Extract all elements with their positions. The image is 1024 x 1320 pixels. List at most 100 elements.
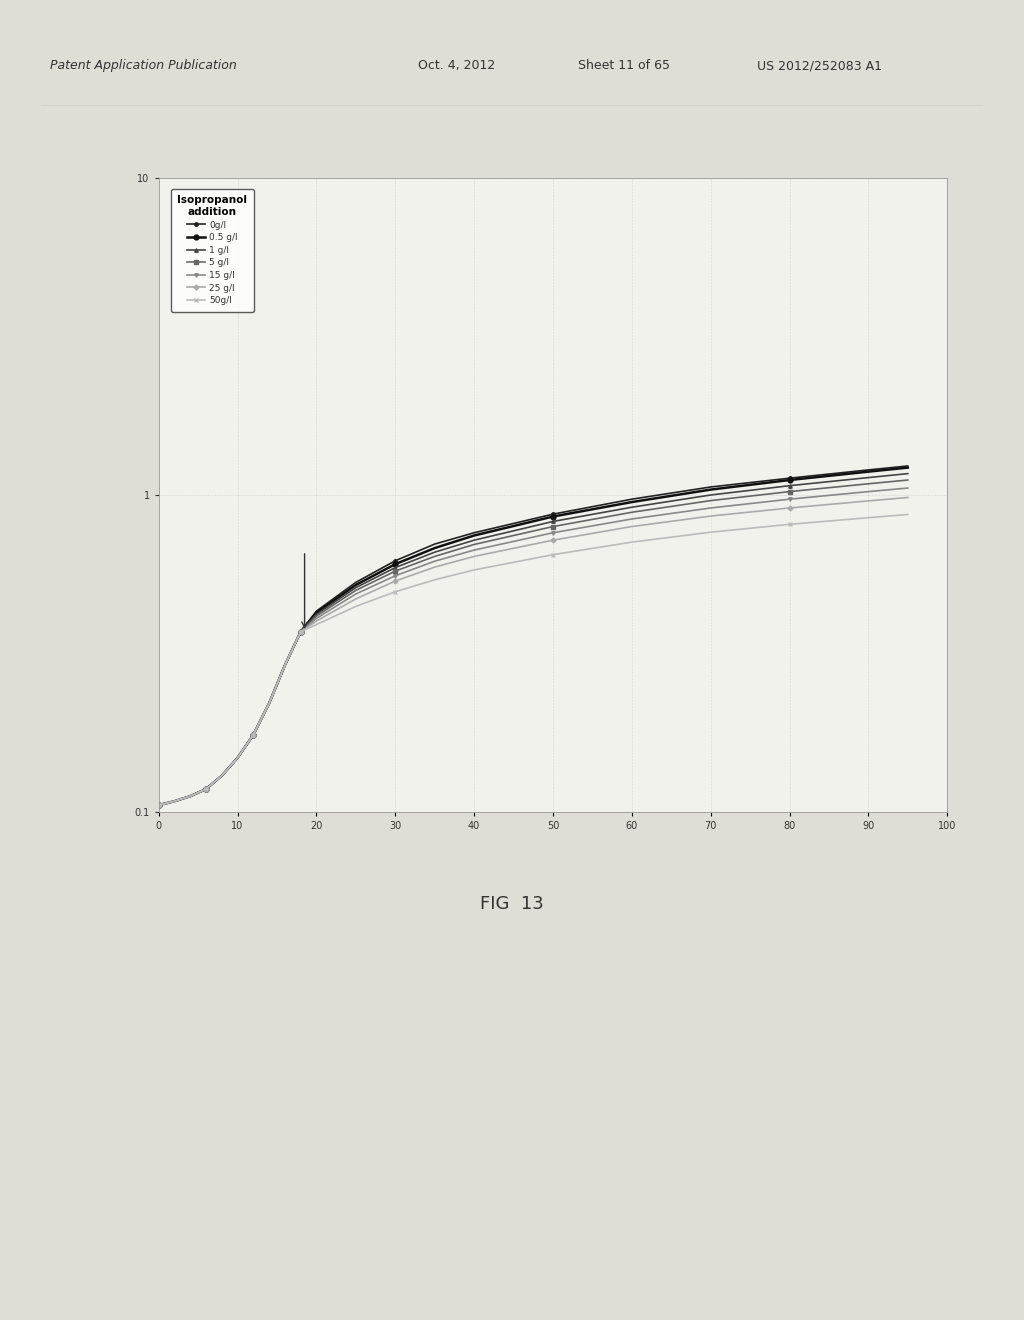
50g/l xyxy=(168,793,180,809)
5 g/l xyxy=(216,768,228,784)
25 g/l xyxy=(783,500,796,516)
Legend: 0g/l, 0.5 g/l, 1 g/l, 5 g/l, 15 g/l, 25 g/l, 50g/l: 0g/l, 0.5 g/l, 1 g/l, 5 g/l, 15 g/l, 25 … xyxy=(171,189,254,312)
15 g/l xyxy=(626,511,638,527)
50g/l xyxy=(862,510,874,525)
0.5 g/l xyxy=(200,781,212,797)
50g/l xyxy=(626,535,638,550)
0.5 g/l xyxy=(216,768,228,784)
15 g/l xyxy=(310,610,323,626)
1 g/l xyxy=(862,470,874,486)
1 g/l xyxy=(295,624,307,640)
0.5 g/l xyxy=(862,463,874,479)
50g/l xyxy=(350,598,362,614)
15 g/l xyxy=(705,500,717,516)
15 g/l xyxy=(862,483,874,499)
50g/l xyxy=(184,788,197,804)
50g/l xyxy=(247,727,259,743)
15 g/l xyxy=(295,624,307,640)
0.5 g/l xyxy=(705,482,717,498)
0.5 g/l xyxy=(295,624,307,640)
15 g/l xyxy=(902,480,914,496)
5 g/l xyxy=(231,750,244,766)
0g/l xyxy=(153,797,165,813)
25 g/l xyxy=(168,793,180,809)
Text: FIG  13: FIG 13 xyxy=(480,895,544,913)
0.5 g/l xyxy=(263,696,275,711)
5 g/l xyxy=(200,781,212,797)
5 g/l xyxy=(184,788,197,804)
Line: 1 g/l: 1 g/l xyxy=(157,471,909,807)
1 g/l xyxy=(263,696,275,711)
1 g/l xyxy=(389,560,401,576)
1 g/l xyxy=(279,657,291,673)
0g/l xyxy=(428,536,440,552)
5 g/l xyxy=(279,657,291,673)
Text: Oct. 4, 2012: Oct. 4, 2012 xyxy=(418,59,495,73)
25 g/l xyxy=(295,624,307,640)
0.5 g/l xyxy=(428,540,440,556)
50g/l xyxy=(279,657,291,673)
15 g/l xyxy=(153,797,165,813)
50g/l xyxy=(783,516,796,532)
50g/l xyxy=(295,624,307,640)
0.5 g/l xyxy=(153,797,165,813)
50g/l xyxy=(428,572,440,587)
5 g/l xyxy=(783,483,796,499)
5 g/l xyxy=(902,473,914,488)
15 g/l xyxy=(184,788,197,804)
0g/l xyxy=(295,624,307,640)
0.5 g/l xyxy=(247,727,259,743)
15 g/l xyxy=(468,543,480,558)
50g/l xyxy=(200,781,212,797)
0.5 g/l xyxy=(184,788,197,804)
5 g/l xyxy=(247,727,259,743)
5 g/l xyxy=(862,475,874,491)
25 g/l xyxy=(862,492,874,508)
0g/l xyxy=(705,479,717,495)
1 g/l xyxy=(184,788,197,804)
25 g/l xyxy=(279,657,291,673)
0g/l xyxy=(310,603,323,619)
25 g/l xyxy=(153,797,165,813)
5 g/l xyxy=(428,549,440,565)
Line: 0g/l: 0g/l xyxy=(157,465,909,807)
1 g/l xyxy=(200,781,212,797)
15 g/l xyxy=(547,525,559,541)
5 g/l xyxy=(626,504,638,520)
1 g/l xyxy=(153,797,165,813)
25 g/l xyxy=(184,788,197,804)
50g/l xyxy=(263,696,275,711)
0.5 g/l xyxy=(350,577,362,593)
5 g/l xyxy=(350,582,362,598)
0g/l xyxy=(200,781,212,797)
0g/l xyxy=(350,574,362,590)
Text: Patent Application Publication: Patent Application Publication xyxy=(50,59,238,73)
1 g/l xyxy=(902,466,914,482)
0g/l xyxy=(626,491,638,507)
25 g/l xyxy=(350,591,362,607)
0.5 g/l xyxy=(468,528,480,544)
5 g/l xyxy=(389,564,401,579)
Line: 50g/l: 50g/l xyxy=(157,512,909,807)
5 g/l xyxy=(295,624,307,640)
50g/l xyxy=(231,750,244,766)
5 g/l xyxy=(705,492,717,508)
25 g/l xyxy=(231,750,244,766)
Line: 0.5 g/l: 0.5 g/l xyxy=(157,465,910,808)
25 g/l xyxy=(547,532,559,548)
50g/l xyxy=(310,616,323,632)
5 g/l xyxy=(547,519,559,535)
25 g/l xyxy=(389,573,401,589)
5 g/l xyxy=(263,696,275,711)
50g/l xyxy=(468,562,480,578)
15 g/l xyxy=(216,768,228,784)
1 g/l xyxy=(231,750,244,766)
25 g/l xyxy=(200,781,212,797)
0.5 g/l xyxy=(310,605,323,620)
25 g/l xyxy=(902,490,914,506)
0g/l xyxy=(547,507,559,523)
0.5 g/l xyxy=(168,793,180,809)
0.5 g/l xyxy=(231,750,244,766)
0g/l xyxy=(389,553,401,569)
0g/l xyxy=(184,788,197,804)
